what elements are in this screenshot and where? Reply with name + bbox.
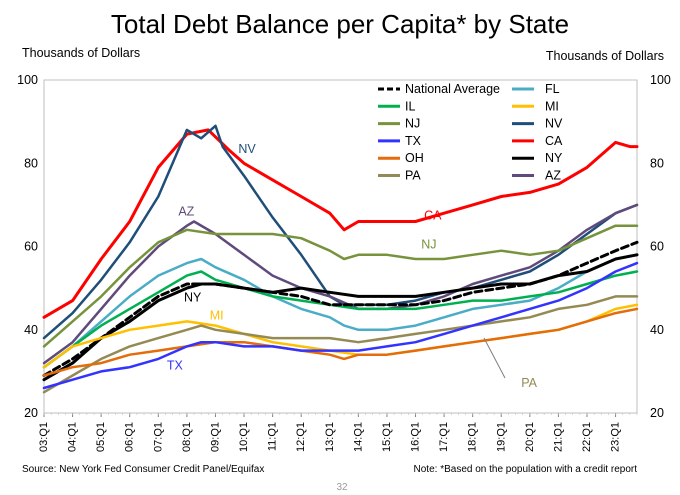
y-axis-left: 20 40 60 80 100 xyxy=(17,73,38,420)
x-tick-23:Q1: 23:Q1 xyxy=(610,422,622,452)
series-line-tx xyxy=(42,261,639,390)
y-tick-right-80: 80 xyxy=(650,156,664,170)
x-tick-13:Q1: 13:Q1 xyxy=(324,422,336,452)
series-label-mi: MI xyxy=(210,308,224,322)
legend-label-ca: CA xyxy=(545,134,563,148)
pa-label-leader xyxy=(483,337,506,379)
plot-area xyxy=(43,79,638,414)
x-tick-14:Q1: 14:Q1 xyxy=(352,422,364,452)
legend-label-oh: OH xyxy=(405,151,424,165)
x-tick-11:Q1: 11:Q1 xyxy=(267,422,279,451)
legend-label-mi: MI xyxy=(545,99,559,113)
x-tick-09:Q1: 09:Q1 xyxy=(209,422,221,452)
right-axis-unit: Thousands of Dollars xyxy=(546,49,664,63)
x-tick-05:Q1: 05:Q1 xyxy=(95,422,107,452)
series-label-tx: TX xyxy=(167,358,184,372)
y-tick-right-60: 60 xyxy=(650,240,664,254)
x-tick-03:Q1: 03:Q1 xyxy=(38,422,50,452)
series-label-ny: NY xyxy=(184,290,202,304)
x-tick-15:Q1: 15:Q1 xyxy=(381,422,393,452)
x-tick-07:Q1: 07:Q1 xyxy=(152,422,164,452)
x-tick-22:Q1: 22:Q1 xyxy=(581,422,593,452)
y-tick-left-80: 80 xyxy=(24,156,38,170)
legend-label-nat: National Average xyxy=(405,82,500,96)
x-tick-12:Q1: 12:Q1 xyxy=(295,422,307,452)
page-number: 32 xyxy=(336,482,348,493)
source-note: Source: New York Fed Consumer Credit Pan… xyxy=(22,464,264,475)
x-tick-10:Q1: 10:Q1 xyxy=(238,422,250,452)
legend-label-fl: FL xyxy=(545,82,560,96)
y-tick-left-60: 60 xyxy=(24,240,38,254)
x-axis: 03:Q1 04:Q1 05:Q1 06:Q1 07:Q1 08:Q1 09:Q1 10:Q1… xyxy=(38,413,638,452)
legend-label-pa: PA xyxy=(405,169,421,183)
legend-label-ny: NY xyxy=(545,151,563,165)
series-label-nj: NJ xyxy=(421,238,436,252)
series-line-fl xyxy=(42,253,639,369)
y-tick-right-40: 40 xyxy=(650,323,664,337)
plot-border xyxy=(43,79,638,414)
legend-label-az: AZ xyxy=(545,169,561,183)
y-axis-right: 20 40 60 80 100 xyxy=(650,73,671,420)
x-tick-04:Q1: 04:Q1 xyxy=(67,422,79,452)
series-lines xyxy=(42,124,639,394)
x-tick-18:Q1: 18:Q1 xyxy=(467,422,479,452)
series-label-pa: PA xyxy=(521,376,537,390)
series-label-az: AZ xyxy=(178,204,194,218)
series-line-ca xyxy=(42,128,639,319)
legend: National Average IL NJ TX OH PA FL MI NV CA NY AZ xyxy=(378,82,563,183)
series-labels: CA NV AZ NJ NY MI TX PA xyxy=(167,142,538,390)
y-tick-left-100: 100 xyxy=(17,73,38,87)
y-tick-right-20: 20 xyxy=(650,406,664,420)
series-line-ny xyxy=(42,253,639,382)
legend-label-nj: NJ xyxy=(405,117,420,131)
series-line-nv xyxy=(42,124,639,340)
x-tick-19:Q1: 19:Q1 xyxy=(495,422,507,452)
y-tick-left-20: 20 xyxy=(24,406,38,420)
y-tick-left-40: 40 xyxy=(24,323,38,337)
legend-label-tx: TX xyxy=(405,134,422,148)
series-label-ca: CA xyxy=(424,208,442,222)
x-tick-17:Q1: 17:Q1 xyxy=(438,422,450,452)
x-tick-20:Q1: 20:Q1 xyxy=(524,422,536,452)
x-tick-08:Q1: 08:Q1 xyxy=(181,422,193,452)
series-line-nj xyxy=(42,224,639,348)
left-axis-unit: Thousands of Dollars xyxy=(22,46,140,60)
series-line-pa xyxy=(42,295,639,394)
y-tick-right-100: 100 xyxy=(650,73,671,87)
chart-title: Total Debt Balance per Capita* by State xyxy=(111,9,569,39)
x-tick-06:Q1: 06:Q1 xyxy=(124,422,136,452)
legend-label-il: IL xyxy=(405,99,415,113)
series-line-oh xyxy=(42,307,639,377)
legend-label-nv: NV xyxy=(545,117,563,131)
x-tick-16:Q1: 16:Q1 xyxy=(410,422,422,452)
series-label-nv: NV xyxy=(238,142,256,156)
footnote: Note: *Based on the population with a cr… xyxy=(414,464,638,475)
x-tick-21:Q1: 21:Q1 xyxy=(552,422,564,452)
series-line-az xyxy=(42,203,639,365)
